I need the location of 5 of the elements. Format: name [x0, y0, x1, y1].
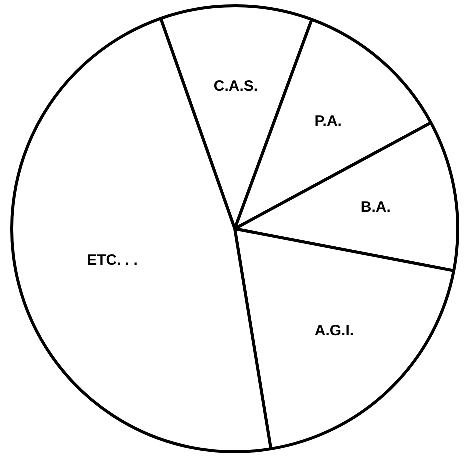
slice-label: A.G.I.	[314, 322, 354, 340]
slice-label: P.A.	[314, 112, 342, 130]
slice-label: ETC. . .	[87, 252, 138, 269]
slice-label: B.A.	[360, 198, 391, 216]
slice-label: C.A.S.	[214, 78, 258, 96]
